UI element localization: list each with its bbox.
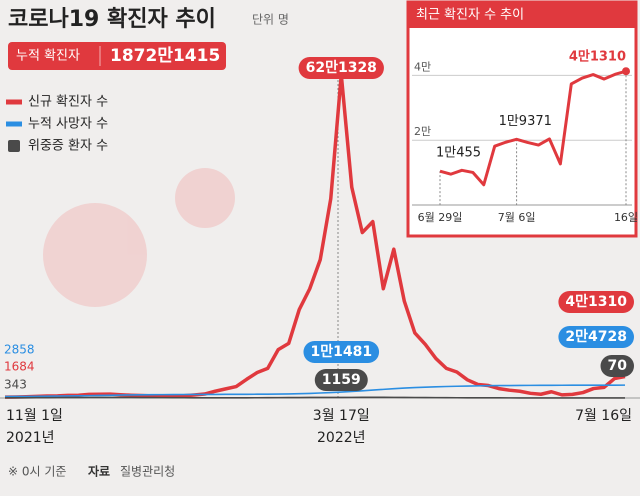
legend-swatch <box>8 140 20 152</box>
peak-label: 62만1328 <box>306 60 377 76</box>
series-line <box>4 396 626 399</box>
end-label-bg <box>600 355 634 377</box>
value-label: 1만9371 <box>499 114 552 129</box>
peak-label-bg <box>303 341 380 363</box>
series-line <box>439 69 627 187</box>
value-label: 4만1310 <box>569 49 626 65</box>
source-label: 자료 <box>88 464 110 479</box>
peak-label-bg <box>314 369 368 391</box>
x-tick-label: 16일 <box>614 210 638 224</box>
peak-label-group: 1만1481 <box>303 341 380 363</box>
x-tick-label: 6월 29일 <box>418 210 463 224</box>
x-sublabel: 2022년 <box>317 430 366 446</box>
peak-label-group: 62만1328 <box>298 57 384 79</box>
start-label: 1684 <box>4 360 35 374</box>
inset-box <box>406 0 638 238</box>
end-label: 4만1310 <box>565 294 627 310</box>
x-tick-label: 7월 16일 <box>575 408 632 424</box>
legend-swatch <box>6 121 22 127</box>
end-label: 70 <box>608 358 628 374</box>
legend-label: 위중증 환자 수 <box>28 139 108 154</box>
y-tick-label: 4만 <box>414 60 431 73</box>
legend-label: 누적 사망자 수 <box>28 117 108 132</box>
footnote: ※ 0시 기준 <box>8 465 66 479</box>
series-line <box>4 72 626 399</box>
legend-label: 신규 확진자 수 <box>28 95 108 110</box>
x-tick-label: 3월 17일 <box>313 408 370 424</box>
total-value: 1872만1415 <box>110 46 220 66</box>
total-label: 누적 확진자 <box>16 49 80 64</box>
x-sublabel: 2021년 <box>6 430 55 446</box>
end-label-group: 70 <box>600 355 634 377</box>
unit: 단위 명 <box>252 13 289 27</box>
y-tick-label: 2만 <box>414 125 431 138</box>
total-box <box>8 42 226 70</box>
series-line <box>4 384 626 398</box>
peak-label-bg <box>298 57 384 79</box>
decoration <box>43 168 235 307</box>
x-tick-label: 7월 6일 <box>498 210 536 224</box>
peak-label-group: 1159 <box>314 369 368 391</box>
peak-label: 1159 <box>322 372 361 388</box>
title: 코로나19 확진자 추이 <box>8 7 216 32</box>
start-label: 2858 <box>4 343 35 357</box>
x-tick-label: 11월 1일 <box>6 408 63 424</box>
value-label: 1만455 <box>436 146 481 161</box>
source: 질병관리청 <box>120 465 175 479</box>
inset-header <box>408 2 636 28</box>
end-label-bg <box>558 291 634 313</box>
end-label: 2만4728 <box>565 329 627 345</box>
end-label-group: 2만4728 <box>558 326 634 348</box>
end-dot <box>622 67 630 76</box>
end-label-group: 4만1310 <box>558 291 634 313</box>
start-label: 343 <box>4 378 27 392</box>
inset-title: 최근 확진자 수 추이 <box>416 8 524 23</box>
end-label-bg <box>558 326 634 348</box>
legend-swatch <box>6 99 22 105</box>
peak-label: 1만1481 <box>310 344 372 360</box>
